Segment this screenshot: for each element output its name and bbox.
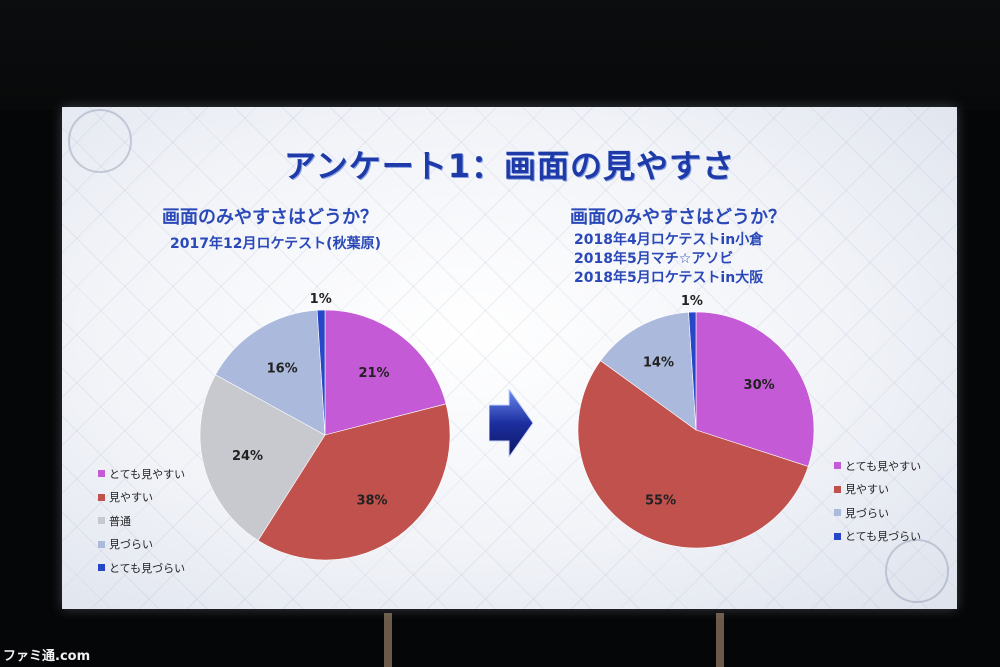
right-source-3: 2018年5月ロケテストin大阪 — [574, 270, 764, 286]
pie-data-label: 1% — [310, 293, 332, 307]
legend-swatch — [98, 564, 105, 572]
pie-slice-見づらい — [215, 309, 326, 436]
legend-swatch — [98, 470, 105, 478]
legend-item: とても見づらい — [834, 525, 921, 549]
right-source-1: 2018年4月ロケテストin小倉 — [574, 232, 764, 248]
right-question: 画面のみやすさはどうか？ — [570, 207, 786, 228]
legend-label: とても見やすい — [109, 467, 186, 481]
screen-stand-right — [716, 613, 724, 667]
pie-data-label: 21% — [358, 366, 389, 381]
legend-item: とても見やすい — [98, 462, 185, 486]
legend-item: 見やすい — [98, 486, 185, 510]
pie-data-label: 30% — [744, 378, 775, 393]
pie-data-label: 16% — [267, 361, 298, 376]
legend-swatch — [98, 517, 105, 525]
ornament-icon — [68, 109, 132, 173]
arrow-right-icon — [489, 389, 533, 457]
pie-data-label: 55% — [645, 493, 676, 508]
pie-slice-とても見やすい — [324, 309, 447, 436]
presentation-screen: アンケート1：画面の見やすさ 画面のみやすさはどうか？ 2017年12月ロケテス… — [62, 107, 957, 609]
legend-label: 見やすい — [845, 483, 889, 497]
legend-item: とても見やすい — [834, 454, 921, 478]
legend-swatch — [98, 540, 105, 548]
pie-slice-とても見づらい — [688, 311, 697, 431]
legend-label: 見やすい — [109, 491, 153, 505]
legend-swatch — [834, 509, 841, 517]
pie-data-label: 1% — [681, 294, 703, 309]
legend-label: とても見やすい — [845, 459, 922, 473]
legend-label: とても見づらい — [845, 530, 922, 544]
pie-slice-見づらい — [600, 311, 697, 431]
legend-item: 見づらい — [834, 501, 921, 525]
background-dark — [0, 0, 1000, 110]
legend-item: とても見づらい — [98, 556, 185, 580]
legend-item: 普通 — [98, 509, 185, 533]
site-watermark: ファミ通.com — [3, 649, 91, 664]
legend-swatch — [834, 532, 841, 540]
legend-label: 普通 — [109, 514, 131, 528]
pie-data-label: 38% — [356, 494, 387, 509]
pie-data-label: 24% — [232, 449, 263, 464]
legend-swatch — [834, 485, 841, 493]
legend-item: 見づらい — [98, 533, 185, 557]
pie-slice-とても見やすい — [695, 311, 815, 467]
screen-stand-left — [384, 613, 392, 667]
pie-slice-とても見づらい — [316, 309, 326, 436]
pie-data-label: 14% — [643, 356, 674, 371]
legend-label: 見づらい — [845, 506, 889, 520]
legend-swatch — [834, 462, 841, 470]
left-source: 2017年12月ロケテスト(秋葉原) — [170, 236, 381, 252]
legend-label: 見づらい — [109, 538, 153, 552]
slide-title: アンケート1：画面の見やすさ — [284, 147, 735, 185]
legend-left: とても見やすい 見やすい普通見づらいとても見づらい — [98, 462, 185, 580]
pie-slice-普通 — [199, 374, 326, 541]
legend-right: とても見やすい 見やすい見づらいとても見づらい — [834, 454, 921, 548]
legend-item: 見やすい — [834, 478, 921, 502]
right-source-2: 2018年5月マチ☆アソビ — [574, 251, 734, 267]
pie-chart-right: 30% 55% 14% 1% — [577, 294, 815, 549]
legend-swatch — [98, 493, 105, 501]
right-sources: 2018年4月ロケテストin小倉 2018年5月マチ☆アソビ 2018年5月ロケ… — [574, 231, 763, 288]
ornament-icon — [885, 539, 949, 603]
left-question: 画面のみやすさはどうか？ — [162, 207, 378, 228]
pie-chart-left: 21% 38% 24% 16% 1% — [199, 293, 451, 561]
pie-slice-見やすい — [257, 403, 451, 561]
pie-slice-見やすい — [577, 360, 809, 549]
legend-label: とても見づらい — [109, 561, 186, 575]
